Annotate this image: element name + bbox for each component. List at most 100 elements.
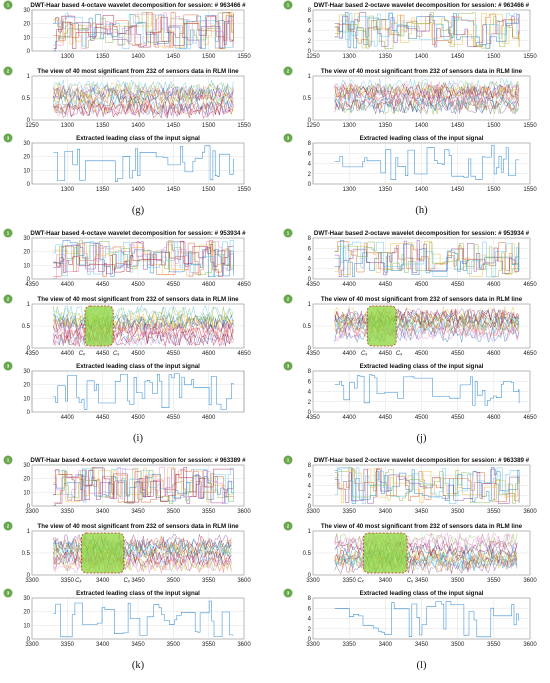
panel-badge bbox=[3, 455, 13, 465]
y-tick-label: 0 bbox=[27, 410, 31, 416]
x-tick-label: 1500 bbox=[487, 187, 501, 193]
x-tick-label: 3400 bbox=[96, 642, 110, 648]
y-tick-label: 6 bbox=[308, 606, 312, 612]
x-tick-label: 4600 bbox=[487, 415, 501, 421]
x-tick-label: 3500 bbox=[451, 642, 465, 648]
x-tick-label: 4350 bbox=[306, 351, 320, 357]
x-tick-label: 4500 bbox=[131, 282, 145, 288]
x-tick-label: 3400 bbox=[379, 509, 393, 515]
x-tick-label: 1300 bbox=[342, 187, 356, 193]
y-tick-label: 10 bbox=[23, 396, 30, 402]
x-tick-label: 3400 bbox=[96, 509, 110, 515]
panel-badge-number: 1 bbox=[287, 231, 290, 236]
x-tick-label: 1400 bbox=[415, 123, 429, 129]
panel-badge bbox=[283, 361, 293, 371]
x-tick-label: 4400 bbox=[342, 415, 356, 421]
x-tick-label: 4450 bbox=[379, 351, 393, 357]
series-line-3 bbox=[334, 13, 520, 49]
series-line-4 bbox=[334, 12, 520, 48]
panel-badge-number: 1 bbox=[287, 3, 290, 8]
y-tick-label: 0 bbox=[27, 49, 31, 55]
y-tick-label: 2 bbox=[308, 494, 312, 500]
y-tick-label: 2 bbox=[308, 400, 312, 406]
highlight-label: Cₓ bbox=[396, 351, 403, 357]
figure-h: 1 DWT-Haar based 2-octave wavelet decompo… bbox=[283, 0, 537, 216]
leading-class-line bbox=[53, 373, 234, 410]
figure-l: 1 DWT-Haar based 2-octave wavelet decompo… bbox=[283, 455, 537, 671]
x-tick-label: 4500 bbox=[415, 282, 429, 288]
sensor-line-14 bbox=[53, 79, 234, 96]
figure-i: 1 DWT-Haar based 4-octave wavelet decompo… bbox=[3, 228, 251, 444]
x-tick-label: 1400 bbox=[415, 54, 429, 60]
x-tick-label: 4400 bbox=[61, 282, 75, 288]
x-tick-label: 1350 bbox=[96, 54, 110, 60]
panel-2: 2 The view of 40 most significant from 23… bbox=[3, 294, 251, 357]
y-tick-label: 6 bbox=[308, 151, 312, 157]
y-tick-label: 30 bbox=[23, 369, 30, 375]
leading-class-line bbox=[334, 145, 520, 180]
y-tick-label: 0.5 bbox=[22, 96, 31, 102]
x-tick-label: 4500 bbox=[131, 351, 145, 357]
x-tick-label: 3400 bbox=[379, 578, 393, 584]
x-tick-label: 3300 bbox=[25, 578, 39, 584]
x-tick-label: 3550 bbox=[487, 578, 501, 584]
panel-2: 2 The view of 40 most significant from 23… bbox=[3, 521, 251, 584]
sensor-line-10 bbox=[53, 326, 234, 344]
panel-3: 3 Extracted leading class of the input si… bbox=[3, 361, 245, 421]
series-line-1 bbox=[53, 468, 234, 502]
y-tick-label: 4 bbox=[308, 162, 312, 168]
x-tick-label: 1400 bbox=[131, 54, 145, 60]
x-tick-label: 4350 bbox=[306, 282, 320, 288]
x-tick-label: 1550 bbox=[237, 123, 251, 129]
x-tick-label: 3600 bbox=[523, 578, 537, 584]
x-tick-label: 3500 bbox=[167, 509, 181, 515]
y-tick-label: 0 bbox=[27, 277, 31, 283]
panel-3: 3 Extracted leading class of the input si… bbox=[283, 588, 537, 648]
y-tick-label: 0.5 bbox=[22, 551, 31, 557]
panel-badge bbox=[3, 0, 13, 10]
y-tick-label: 0 bbox=[27, 182, 31, 188]
y-tick-label: 20 bbox=[23, 477, 30, 483]
x-tick-label: 1250 bbox=[25, 123, 39, 129]
x-tick-label: 1400 bbox=[415, 187, 429, 193]
x-tick-label: 1300 bbox=[61, 123, 75, 129]
subfigure-caption: (h) bbox=[415, 205, 428, 216]
x-tick-label: 1450 bbox=[167, 187, 181, 193]
panel-title: The view of 40 most significant from 232… bbox=[37, 296, 239, 303]
y-tick-label: 8 bbox=[308, 596, 312, 602]
y-tick-label: 8 bbox=[308, 463, 312, 469]
y-tick-label: 2 bbox=[308, 627, 312, 633]
panel-1: 1 DWT-Haar based 2-octave wavelet decompo… bbox=[283, 455, 537, 515]
x-tick-label: 3550 bbox=[487, 642, 501, 648]
x-tick-label: 3400 bbox=[96, 578, 110, 584]
panel-badge bbox=[3, 521, 13, 531]
series-line-5 bbox=[53, 239, 234, 275]
panel-badge bbox=[283, 228, 293, 238]
y-tick-label: 4 bbox=[308, 29, 312, 35]
panel-badge-number: 2 bbox=[7, 69, 10, 74]
sensor-line-11 bbox=[53, 314, 234, 331]
highlight-label: Cₓ bbox=[407, 578, 414, 584]
sensor-line-5 bbox=[334, 99, 520, 116]
panel-badge bbox=[283, 588, 293, 598]
y-tick-label: 10 bbox=[23, 35, 30, 41]
y-tick-label: 4 bbox=[308, 617, 312, 623]
x-tick-label: 1450 bbox=[167, 54, 181, 60]
x-tick-label: 4600 bbox=[202, 351, 216, 357]
series-line-5 bbox=[334, 12, 520, 49]
x-tick-label: 1350 bbox=[96, 187, 110, 193]
panel-badge-number: 3 bbox=[287, 136, 290, 141]
sensor-line-10 bbox=[334, 94, 520, 111]
x-tick-label: 3600 bbox=[237, 509, 251, 515]
y-tick-label: 0 bbox=[27, 118, 31, 124]
panel-title: The view of 40 most significant from 232… bbox=[321, 296, 523, 303]
series-line-7 bbox=[53, 240, 234, 277]
series-line-8 bbox=[53, 466, 234, 504]
x-tick-label: 1500 bbox=[202, 54, 216, 60]
series-line-4 bbox=[53, 241, 234, 275]
y-tick-label: 0 bbox=[308, 637, 312, 643]
sensor-line-13 bbox=[334, 80, 520, 97]
y-tick-label: 0.5 bbox=[22, 324, 31, 330]
x-tick-label: 1450 bbox=[451, 123, 465, 129]
x-tick-label: 1550 bbox=[237, 54, 251, 60]
